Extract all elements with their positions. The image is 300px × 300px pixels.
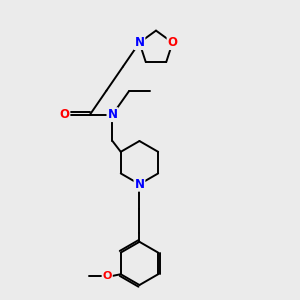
- Text: O: O: [103, 271, 112, 281]
- Text: N: N: [134, 178, 145, 191]
- Text: N: N: [134, 36, 145, 49]
- Text: O: O: [167, 36, 178, 49]
- Text: N: N: [107, 108, 118, 121]
- Text: O: O: [59, 108, 70, 121]
